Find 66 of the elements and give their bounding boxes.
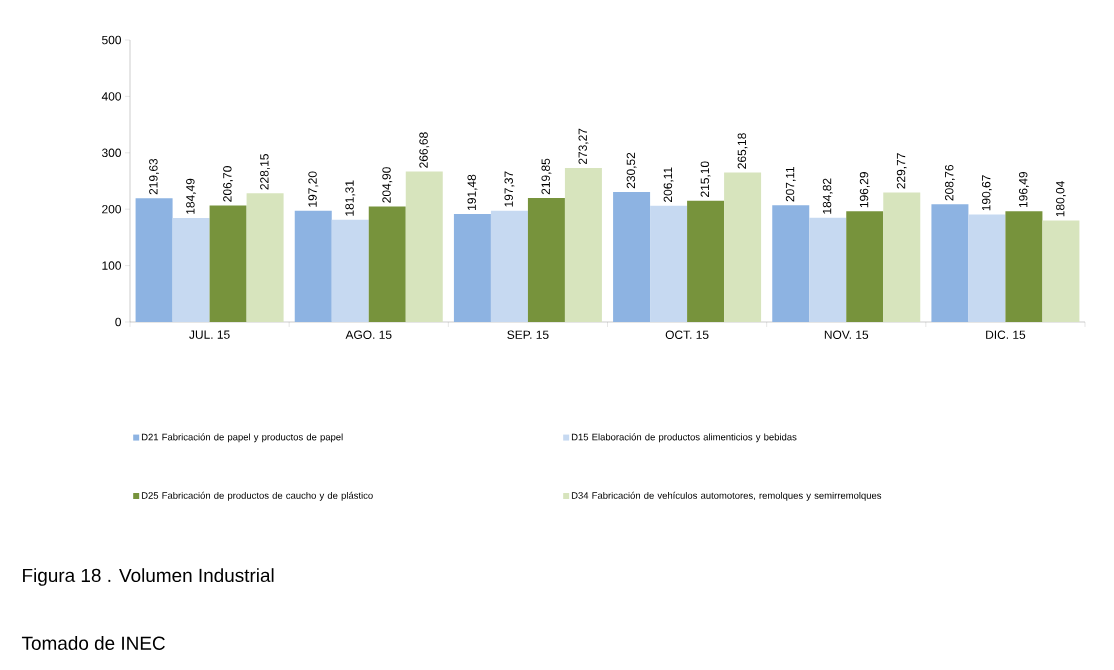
bar [883, 192, 921, 322]
data-label: 181,31 [345, 180, 356, 216]
data-label: 184,49 [186, 178, 197, 214]
x-tick-label: OCT. 15 [665, 330, 709, 339]
data-label: 206,11 [663, 167, 674, 202]
bar [368, 206, 406, 322]
data-label: 230,52 [626, 152, 637, 189]
y-tick-label: 300 [101, 148, 122, 158]
data-label: 208,76 [944, 165, 955, 201]
bar [453, 214, 491, 322]
data-label: 219,63 [149, 158, 160, 195]
data-label: 191,48 [467, 174, 478, 210]
data-label: 265,18 [737, 133, 748, 169]
legend-label: D15 Elaboración de productos alimenticios y bebidas [571, 433, 797, 443]
data-label: 204,90 [382, 167, 393, 203]
bar [772, 205, 810, 322]
data-label: 207,11 [785, 166, 796, 202]
data-label: 266,68 [419, 132, 430, 168]
bar [527, 198, 565, 322]
bar [1005, 211, 1043, 322]
bar [405, 171, 443, 322]
data-label: 229,77 [896, 153, 907, 189]
bar [724, 172, 762, 322]
bar [172, 217, 210, 322]
y-tick-label: 200 [102, 204, 122, 214]
data-label: 206,70 [223, 166, 234, 202]
y-tick-label: 400 [101, 92, 122, 101]
data-label: 196,29 [859, 172, 870, 208]
bar [135, 198, 173, 322]
bar [490, 210, 528, 322]
y-tick-label: 500 [102, 35, 122, 45]
data-label: 219,85 [541, 158, 552, 195]
data-label: 273,27 [578, 128, 589, 165]
data-label: 184,82 [822, 178, 833, 214]
bar [846, 211, 884, 322]
data-label: 196,49 [1018, 171, 1029, 208]
text: Figura 18 . Volumen Industrial [23, 568, 274, 586]
data-label: 180,04 [1055, 181, 1066, 217]
x-tick-label: AGO. 15 [345, 330, 392, 339]
bar [809, 217, 847, 322]
bar [650, 205, 688, 322]
bar [1042, 220, 1080, 322]
x-tick-label: SEP. 15 [507, 330, 549, 339]
bar [246, 193, 284, 322]
legend-label: D34 Fabricación de vehículos automotores, remolques y semirremolques [571, 491, 882, 501]
bar [931, 204, 969, 322]
y-tick-label: 0 [115, 317, 122, 327]
x-tick-label: DIC. 15 [986, 330, 1026, 339]
x-tick-label: JUL. 15 [189, 330, 230, 339]
bar [687, 200, 725, 322]
x-tick-label: NOV. 15 [824, 330, 869, 339]
data-label: 215,10 [700, 161, 711, 197]
data-label: 228,15 [260, 154, 271, 190]
data-label: 190,67 [981, 175, 992, 211]
legend-label: D21 Fabricación de papel y productos de papel [141, 433, 343, 443]
y-tick-label: 100 [102, 261, 122, 270]
bar [564, 167, 602, 322]
bar [294, 210, 332, 322]
legend-label: D25 Fabricación de productos de caucho y de plástico [141, 491, 373, 501]
data-label: 197,20 [308, 171, 319, 207]
bar [968, 214, 1006, 322]
bar [331, 219, 369, 322]
text: Tomado de INEC [21, 636, 165, 650]
data-label: 197,37 [504, 171, 515, 207]
bar [613, 191, 651, 322]
bar [209, 205, 247, 322]
